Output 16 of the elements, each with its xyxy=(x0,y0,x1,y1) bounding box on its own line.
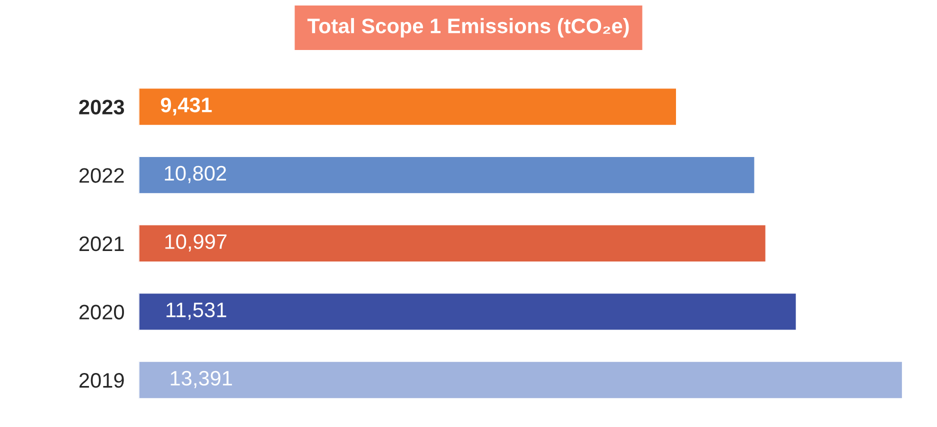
data-label: 10,997 xyxy=(165,234,226,252)
data-label: 11,531 xyxy=(166,302,226,320)
y-tick-label: 2022 xyxy=(79,168,124,183)
bar xyxy=(138,156,756,195)
y-tick-label: 2019 xyxy=(79,373,124,388)
data-label: 10,802 xyxy=(164,166,226,184)
bar xyxy=(138,360,904,400)
data-label: 13,391 xyxy=(170,370,232,388)
chart-title: Total Scope 1 Emissions (tCO₂e) xyxy=(307,18,629,38)
bar xyxy=(138,224,767,263)
y-tick-label: 2020 xyxy=(79,304,124,320)
y-tick-label: 2023 xyxy=(79,100,124,115)
y-tick-label: 2021 xyxy=(79,236,124,252)
bar xyxy=(138,292,798,332)
bar xyxy=(138,87,678,126)
data-label: 9,431 xyxy=(160,98,212,116)
